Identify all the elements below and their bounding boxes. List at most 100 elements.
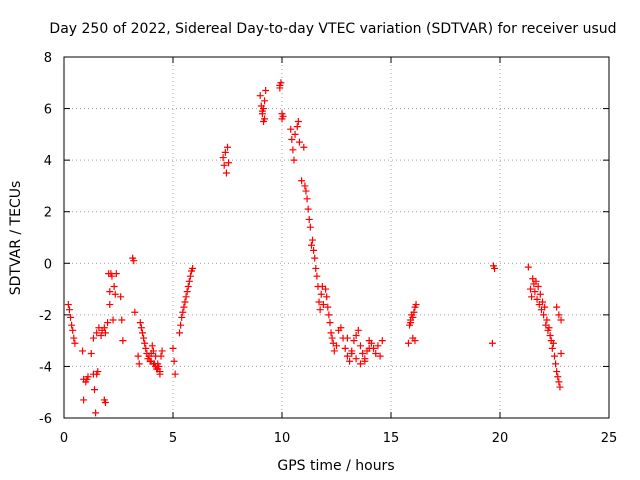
data-point — [304, 205, 312, 213]
y-tick-label: 2 — [44, 206, 52, 221]
data-point — [324, 303, 332, 311]
data-point — [557, 316, 565, 324]
data-point — [341, 344, 349, 352]
data-point — [91, 386, 99, 394]
data-point — [488, 339, 496, 347]
data-point — [289, 146, 297, 154]
data-point — [546, 331, 554, 339]
data-point — [219, 154, 227, 162]
data-point — [101, 329, 109, 337]
data-point — [543, 316, 551, 324]
data-point — [157, 352, 165, 360]
data-point — [306, 223, 314, 231]
data-point — [409, 313, 417, 321]
data-point — [317, 290, 325, 298]
data-point — [553, 303, 561, 311]
data-point — [352, 331, 360, 339]
data-point — [276, 84, 284, 92]
data-point — [112, 270, 120, 278]
x-tick-label: 0 — [60, 431, 68, 446]
data-point — [134, 352, 142, 360]
data-points — [64, 79, 565, 417]
data-point — [184, 282, 192, 290]
data-point — [117, 293, 125, 301]
data-point — [412, 301, 420, 309]
data-point — [552, 360, 560, 368]
data-point — [361, 357, 369, 365]
data-point — [101, 399, 109, 407]
data-point — [149, 347, 157, 355]
data-point — [93, 329, 101, 337]
data-point — [356, 360, 364, 368]
y-tick-label: -6 — [39, 412, 52, 427]
data-point — [94, 368, 102, 376]
data-point — [89, 334, 97, 342]
data-point — [84, 373, 92, 381]
data-point — [67, 313, 75, 321]
chart-title: Day 250 of 2022, Sidereal Day-to-day VTE… — [49, 21, 616, 37]
data-point — [534, 282, 542, 290]
data-point — [328, 334, 336, 342]
data-point — [531, 288, 539, 296]
data-point — [491, 264, 499, 272]
data-point — [554, 373, 562, 381]
data-point — [365, 344, 373, 352]
data-point — [158, 347, 166, 355]
y-tick-label: 0 — [44, 257, 52, 272]
data-point — [407, 319, 415, 327]
x-axis-label: GPS time / hours — [277, 458, 394, 474]
data-point — [343, 334, 351, 342]
data-point — [183, 288, 191, 296]
data-point — [557, 350, 565, 358]
data-point — [294, 117, 302, 125]
data-point — [97, 331, 105, 339]
data-point — [256, 92, 264, 100]
y-tick-label: -4 — [39, 360, 52, 375]
data-point — [277, 79, 285, 87]
data-point — [553, 368, 561, 376]
data-point — [326, 319, 334, 327]
data-point — [295, 138, 303, 146]
data-point — [555, 378, 563, 386]
data-point — [180, 303, 188, 311]
data-point — [189, 264, 197, 272]
data-point — [323, 293, 331, 301]
data-point — [259, 105, 267, 113]
data-point — [177, 321, 185, 329]
plot-frame — [63, 56, 610, 419]
data-point — [224, 143, 231, 151]
data-point — [556, 383, 564, 391]
data-point — [343, 352, 351, 360]
data-point — [181, 298, 189, 306]
data-point — [220, 161, 228, 169]
data-point — [307, 241, 315, 249]
data-point — [290, 156, 298, 164]
data-point — [541, 303, 549, 311]
data-point — [313, 272, 321, 280]
data-point — [316, 306, 324, 314]
data-point — [524, 263, 532, 271]
data-point — [303, 195, 311, 203]
data-point — [138, 329, 146, 337]
data-point — [186, 272, 194, 280]
data-point — [100, 324, 108, 332]
data-point — [528, 293, 536, 301]
data-point — [311, 254, 319, 262]
data-point — [109, 316, 117, 324]
y-tick-label: 4 — [44, 154, 52, 169]
data-point — [527, 285, 535, 293]
data-point — [148, 342, 156, 350]
data-point — [539, 298, 547, 306]
data-point — [169, 344, 177, 352]
data-point — [352, 355, 360, 363]
x-tick-label: 20 — [492, 431, 509, 446]
data-point — [131, 308, 139, 316]
data-point — [278, 115, 286, 123]
data-point — [293, 123, 301, 131]
x-tick-label: 10 — [274, 431, 291, 446]
data-point — [106, 301, 114, 309]
data-point — [141, 339, 149, 347]
data-point — [310, 246, 318, 254]
data-point — [135, 360, 143, 368]
